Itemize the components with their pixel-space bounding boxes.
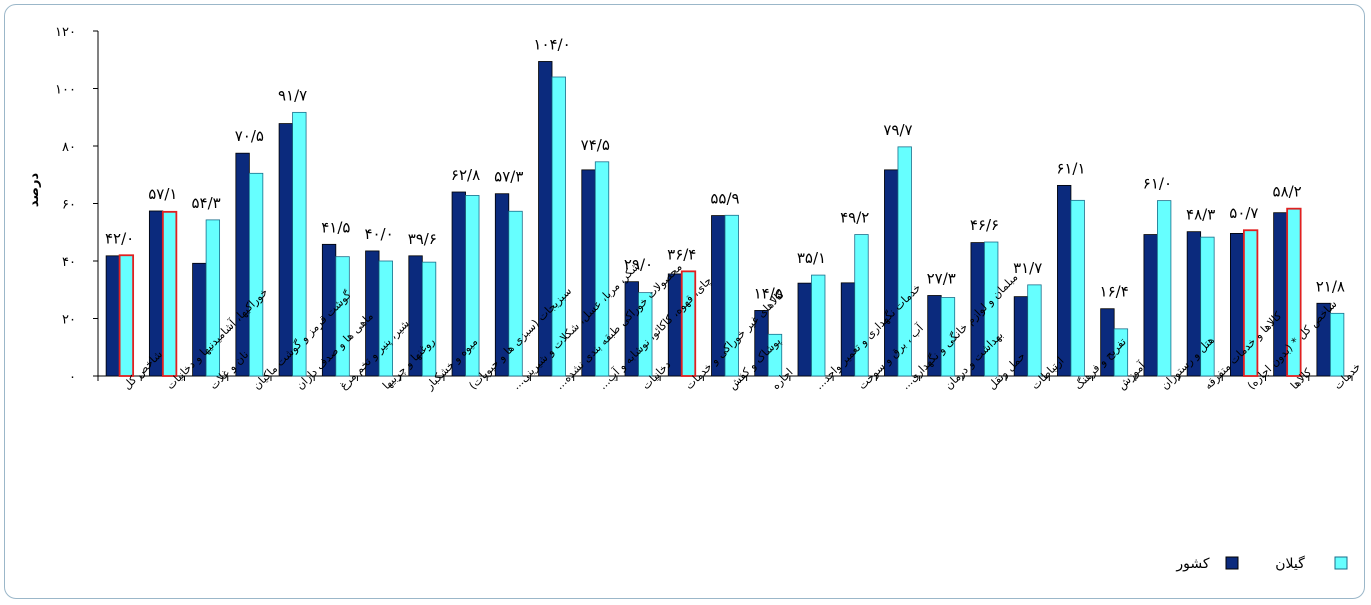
bar-gilan — [161, 210, 178, 377]
bar-gilan — [724, 214, 739, 377]
bar-country — [1143, 234, 1158, 377]
legend-swatch-gilan — [1334, 556, 1348, 570]
data-label: ۷۴/۵ — [581, 136, 610, 154]
bar-gilan — [1286, 207, 1302, 377]
bar-gilan — [1070, 199, 1085, 377]
data-label: ۴۹/۲ — [840, 209, 869, 227]
y-tick-label: ۴۰ — [62, 255, 76, 270]
data-label: ۵۵/۹ — [710, 189, 739, 207]
data-label: ۵۷/۳ — [494, 168, 523, 186]
bar-country — [105, 255, 121, 377]
data-label: ۴۲/۰ — [105, 229, 134, 247]
bar-gilan — [378, 260, 393, 377]
bar-country — [797, 282, 812, 377]
y-tick-label: ۶۰ — [62, 198, 76, 213]
bar-gilan — [421, 261, 437, 377]
bar-gilan — [1027, 284, 1042, 377]
bar-gilan — [594, 161, 610, 377]
data-label: ۹۱/۷ — [278, 86, 307, 104]
bar-gilan — [205, 219, 221, 377]
bar-country — [278, 123, 293, 377]
y-tick-label: ۸۰ — [62, 140, 76, 155]
data-label: ۲۹/۰ — [624, 256, 653, 274]
data-labels: ۴۲/۰ ۵۷/۱ ۵۴/۳ ۷۰/۵ ۹۱/۷ ۴۱/۵ ۴۰/۰ ۳۹/۶ ۶۲/۸ ۵۷/۳… — [105, 35, 1345, 302]
data-label: ۳۶/۴ — [667, 245, 696, 263]
bar-gilan — [638, 292, 653, 377]
bar-gilan — [1329, 312, 1345, 377]
bar-gilan — [551, 76, 566, 377]
data-label: ۱۴/۵ — [754, 284, 783, 302]
bar-gilan — [767, 333, 783, 377]
data-label: ۵۷/۱ — [148, 185, 177, 203]
bar-gilan — [1113, 328, 1129, 377]
bar-gilan — [118, 254, 135, 377]
bar-gilan — [248, 172, 264, 377]
data-label: ۱۰۴/۰ — [533, 35, 570, 53]
bar-gilan — [811, 274, 826, 377]
data-label: ۶۱/۱ — [1056, 159, 1085, 177]
bar-gilan — [940, 297, 956, 377]
data-label: ۱۶/۴ — [1100, 283, 1129, 301]
legend-label-gilan: گیلان — [1275, 555, 1305, 572]
bar-gilan — [335, 256, 350, 377]
bar-gilan — [1242, 229, 1259, 377]
legend-swatch-country — [1225, 556, 1239, 570]
data-label: ۶۲/۸ — [451, 166, 480, 184]
y-tick-label: ۱۰۰ — [55, 83, 76, 98]
bar-country — [1057, 184, 1072, 377]
data-label: ۷۹/۷ — [883, 121, 912, 139]
data-label: ۴۰/۰ — [364, 225, 393, 243]
data-label: ۵۰/۷ — [1229, 204, 1258, 222]
data-label: ۳۵/۱ — [797, 249, 826, 267]
legend: گیلان کشور — [1175, 555, 1348, 572]
bar-country — [538, 61, 553, 377]
data-label: ۲۷/۳ — [927, 270, 956, 288]
data-label: ۷۰/۵ — [235, 127, 264, 145]
bar-gilan — [1200, 236, 1215, 377]
data-label: ۳۱/۷ — [1013, 259, 1042, 277]
bar-gilan — [897, 146, 912, 377]
y-axis-label: درصد — [27, 173, 42, 208]
y-tick-label: ۰ — [69, 370, 76, 385]
data-label: ۲۱/۸ — [1316, 277, 1345, 295]
legend-label-country: کشور — [1175, 556, 1209, 572]
data-label: ۵۸/۲ — [1273, 183, 1302, 201]
data-label: ۴۱/۵ — [321, 218, 350, 236]
bars — [105, 61, 1345, 377]
data-label: ۵۴/۳ — [191, 194, 220, 212]
y-tick-label: ۱۲۰ — [55, 25, 76, 40]
bar-gilan — [1157, 200, 1172, 377]
bar-gilan — [984, 241, 999, 377]
data-label: ۳۹/۶ — [408, 230, 437, 248]
bar-country — [235, 152, 250, 377]
bar-gilan — [292, 111, 307, 377]
data-label: ۶۱/۰ — [1143, 175, 1172, 193]
data-label: ۴۸/۳ — [1186, 206, 1215, 224]
bar-gilan — [465, 195, 480, 377]
bar-gilan — [854, 234, 869, 377]
data-label: ۴۶/۶ — [970, 216, 999, 234]
y-tick-label: ۲۰ — [62, 313, 76, 328]
bar-gilan — [508, 210, 523, 377]
bar-gilan — [680, 270, 697, 377]
